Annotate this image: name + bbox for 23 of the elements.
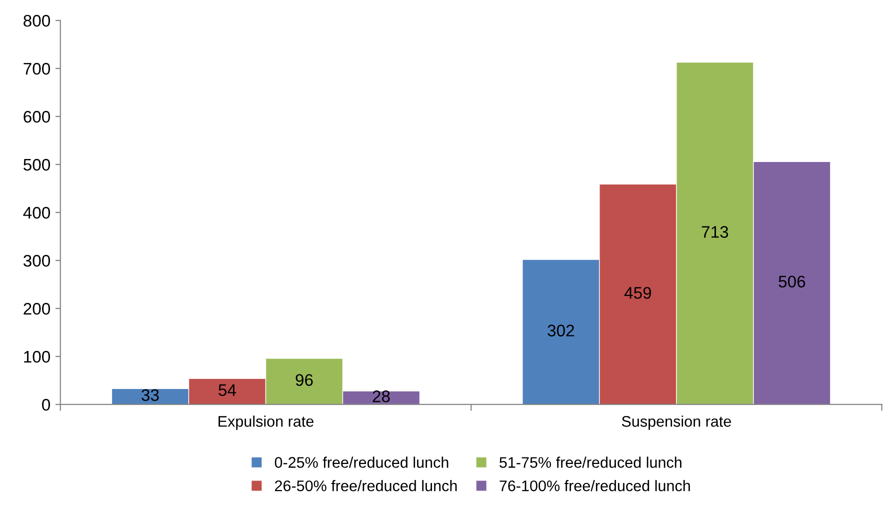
data-label: 459	[624, 286, 652, 299]
y-tick-label: 800	[24, 14, 50, 27]
data-label: 506	[778, 276, 806, 288]
data-label: 54	[218, 384, 236, 396]
data-label: 28	[372, 390, 390, 402]
data-label: 302	[548, 324, 574, 336]
y-tick-label: 400	[23, 206, 50, 219]
legend-label: 26-50% free/reduced lunch	[275, 480, 457, 492]
y-tick-label: 700	[24, 62, 50, 75]
legend-label: 0-25% free/reduced lunch	[274, 456, 448, 468]
x-tick-label: Suspension rate	[622, 416, 731, 430]
y-tick-label: 0	[42, 398, 50, 411]
data-label: 96	[296, 374, 313, 386]
legend-label: 51-75% free/reduced lunch	[500, 456, 682, 468]
y-tick-label: 500	[24, 158, 50, 171]
x-tick-label: Expulsion rate	[218, 416, 314, 430]
data-label: 33	[142, 389, 159, 402]
legend-label: 76-100% free/reduced lunch	[500, 480, 690, 492]
y-tick-label: 200	[24, 302, 50, 315]
y-tick-label: 100	[24, 350, 50, 363]
y-tick-label: 600	[24, 110, 50, 123]
y-tick-label: 300	[23, 254, 50, 267]
data-label: 713	[702, 226, 728, 238]
